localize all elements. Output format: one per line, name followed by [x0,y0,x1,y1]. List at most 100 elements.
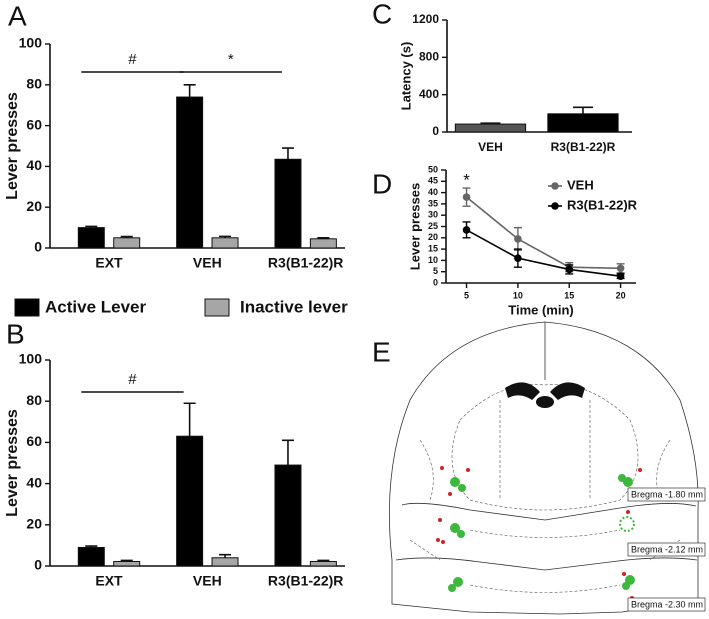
bar [211,557,239,567]
y-axis-label: Lever presses [4,409,21,517]
line [466,229,621,278]
x-tick-label: 5 [464,290,469,300]
error-bar [120,235,133,238]
legend-marker [551,202,559,210]
annotation: * [228,51,234,68]
point [462,226,471,234]
error-bar [183,84,196,98]
legend-label: R3(B1-22)R [567,197,638,212]
y-axis-label: Latency (s) [398,42,413,111]
bar [274,158,302,249]
error-bar [572,106,593,114]
legend-label: Inactive lever [240,297,348,316]
y-tick-label: 40 [26,474,42,490]
y-tick-label: 800 [419,50,439,64]
bar [77,546,105,567]
panel-label: B [6,318,25,349]
y-tick-label: 60 [26,116,42,132]
y-axis-label: Lever presses [4,92,21,200]
point [462,193,471,201]
legend-label: Active Lever [45,297,146,316]
y-tick-label: 0 [433,277,438,287]
bar [176,96,204,249]
panel-label: E [372,336,391,367]
annotation: * [463,171,470,190]
legend-swatch [204,298,230,317]
section-label: Bregma -1.80 mm [631,489,703,499]
legend-swatch [14,298,40,317]
point [616,264,625,273]
section-label: Bregma -2.12 mm [631,544,703,554]
error-bar [85,225,98,228]
y-tick-label: 10 [428,255,438,265]
y-tick-label: 40 [428,187,438,197]
y-tick-label: 0 [34,239,42,255]
error-bar [183,402,196,437]
error-bar [317,559,330,562]
y-tick-label: 20 [26,516,42,532]
legend-label: VEH [567,177,594,192]
y-tick-label: 30 [428,210,438,220]
bar [113,237,141,249]
x-tick-label: R3(B1-22)R [268,573,343,589]
x-tick-label: VEH [193,255,222,271]
error-bar [85,545,98,548]
x-tick-label: R3(B1-22)R [551,140,616,154]
x-tick-label: 15 [564,290,574,300]
y-tick-label: 15 [428,243,438,253]
y-tick-label: 50 [428,164,438,174]
x-tick-label: EXT [95,573,123,589]
x-tick-label: 10 [513,290,523,300]
y-tick-label: 20 [26,198,42,214]
y-tick-label: 60 [26,433,42,449]
error-bar [219,553,232,558]
bar [176,435,204,567]
annotation: # [128,51,137,68]
error-bar [281,147,294,160]
x-tick-label: R3(B1-22)R [268,255,343,271]
x-tick-label: 20 [616,290,626,300]
point [616,272,625,281]
panel-label: D [372,168,392,199]
error-bar [317,237,330,239]
legend-marker [551,182,559,190]
y-tick-label: 35 [428,198,438,208]
section-label: Bregma -2.30 mm [631,599,703,609]
y-tick-label: 100 [19,351,43,367]
x-tick-label: EXT [95,255,123,271]
y-tick-label: 1200 [412,12,439,26]
bar [309,560,337,567]
y-tick-label: 0 [432,124,439,138]
bar [113,560,141,567]
x-tick-label: VEH [478,140,503,154]
y-tick-label: 80 [26,392,42,408]
y-tick-label: 100 [19,35,43,51]
bar [77,227,105,249]
y-tick-label: 400 [419,87,439,101]
error-bar [281,439,294,466]
bar [211,237,239,249]
y-tick-label: 25 [428,221,438,231]
y-tick-label: 80 [26,76,42,92]
y-axis-label: Lever presses [407,183,422,270]
bar [454,123,527,133]
point [565,265,574,274]
error-bar [120,559,133,562]
panel-label: A [8,0,27,31]
y-tick-label: 5 [433,266,438,276]
brain-atlas [389,321,706,615]
point [514,254,522,262]
bar [547,113,619,133]
point [514,235,522,243]
annotation: # [128,371,137,388]
error-bar [219,235,232,238]
y-tick-label: 40 [26,157,42,173]
panel-label: C [372,0,392,29]
bar [274,464,302,567]
y-tick-label: 45 [428,176,438,186]
y-tick-label: 0 [34,557,42,573]
y-tick-label: 20 [428,232,438,242]
x-axis-label: Time (min) [508,302,574,317]
x-tick-label: VEH [193,573,222,589]
